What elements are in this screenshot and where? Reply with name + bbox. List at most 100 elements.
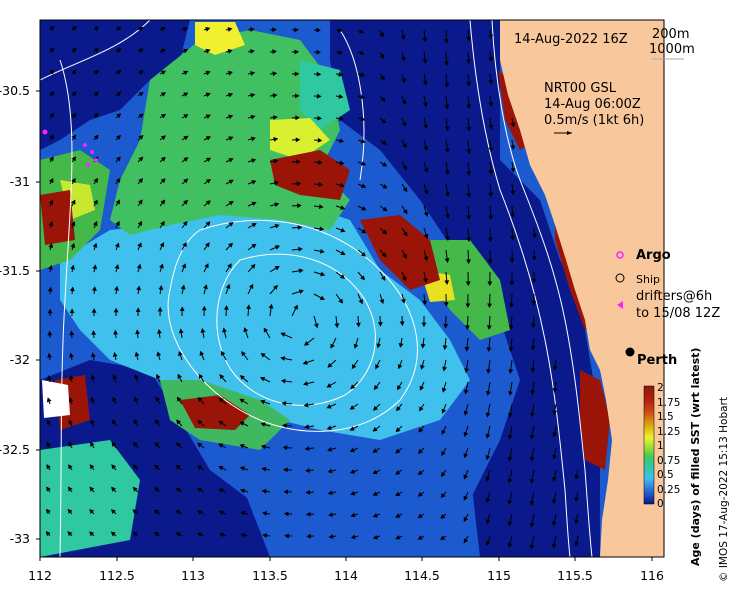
current-vector-head xyxy=(531,278,537,284)
current-vector-head xyxy=(159,263,164,269)
current-vector-head xyxy=(115,156,121,162)
current-vector-head xyxy=(246,304,251,310)
current-vector-head xyxy=(317,137,323,143)
current-vector-head xyxy=(94,26,100,31)
current-vector-head xyxy=(444,148,450,154)
current-vector-head xyxy=(46,441,52,447)
drifters-legend-line1: drifters@6h xyxy=(636,289,712,304)
current-vector-head xyxy=(507,521,513,527)
current-vector-head xyxy=(136,263,142,269)
current-vector-head xyxy=(552,365,558,371)
current-vector-head xyxy=(69,352,74,358)
current-vector-head xyxy=(338,298,343,304)
current-vector-head xyxy=(529,434,535,440)
current-vector-head xyxy=(181,263,187,269)
contour-200m xyxy=(491,20,593,557)
current-vector-head xyxy=(218,510,224,516)
current-vector-head xyxy=(444,104,450,110)
current-vector-head xyxy=(160,156,166,162)
current-vector-head xyxy=(114,242,120,248)
current-vector-head xyxy=(205,92,211,98)
current-vector-head xyxy=(92,286,97,292)
current-vector-head xyxy=(294,27,299,33)
current-vector-head xyxy=(326,383,332,388)
current-vector-head xyxy=(359,50,365,56)
current-vector-head xyxy=(273,180,279,186)
current-vector-head xyxy=(466,215,472,221)
current-vector-head xyxy=(48,177,54,184)
current-vector-head xyxy=(485,519,491,525)
current-vector-head xyxy=(205,200,211,206)
current-vector-head xyxy=(422,59,428,64)
current-vector-head xyxy=(111,486,116,492)
current-vector-head xyxy=(305,489,311,495)
current-vector-head xyxy=(298,289,304,294)
current-vector-head xyxy=(382,206,388,212)
current-vector-head xyxy=(138,48,144,54)
current-vector-head xyxy=(340,227,346,233)
sst-teal-patch xyxy=(300,60,350,130)
current-vector-head xyxy=(284,533,289,539)
current-vector-head xyxy=(440,471,446,477)
current-vector-head xyxy=(375,364,380,370)
current-vector-head xyxy=(531,301,537,306)
current-vector-head xyxy=(197,510,203,515)
current-vector-head xyxy=(395,535,401,540)
current-vector-head xyxy=(197,396,203,402)
current-vector-head xyxy=(507,542,513,548)
current-vector-head xyxy=(319,248,325,254)
current-vector-head xyxy=(283,467,288,473)
current-vector-head xyxy=(508,369,514,374)
current-vector-head xyxy=(401,56,406,62)
current-vector-head xyxy=(574,541,579,547)
current-vector-head xyxy=(160,220,165,226)
current-vector-head xyxy=(509,303,515,309)
current-vector-head xyxy=(529,500,535,506)
current-vector-head xyxy=(552,432,558,438)
current-vector-head xyxy=(69,308,75,314)
colorbar-label: 0 xyxy=(657,498,664,510)
current-vector-head xyxy=(157,328,162,334)
current-vector-head xyxy=(70,242,76,248)
current-vector-head xyxy=(420,364,425,370)
current-vector-head xyxy=(274,223,280,229)
y-tick-label: -31.5 xyxy=(0,263,30,278)
current-vector-head xyxy=(399,321,405,327)
drifter-legend-marker xyxy=(617,301,623,309)
current-vector-head xyxy=(419,406,424,412)
current-vector-head xyxy=(465,303,471,309)
current-vector-head xyxy=(93,91,99,97)
sst-red-west xyxy=(40,190,75,245)
current-vector-head xyxy=(49,91,55,97)
current-vector-head xyxy=(272,115,278,120)
current-vector-head xyxy=(442,345,448,351)
current-vector-head xyxy=(223,305,229,310)
current-vector-head xyxy=(316,49,322,55)
current-vector-head xyxy=(304,446,310,451)
argo-float xyxy=(42,129,48,135)
current-vector-head xyxy=(381,118,387,124)
current-vector-head xyxy=(320,271,326,277)
current-vector-head xyxy=(417,470,423,476)
current-vector-head xyxy=(178,328,184,334)
current-vector-head xyxy=(338,94,344,99)
map-field xyxy=(40,20,664,557)
x-tick-label: 112 xyxy=(28,568,52,583)
current-vector-head xyxy=(529,456,535,462)
current-vector-head xyxy=(529,478,535,484)
current-vector-head xyxy=(262,533,268,538)
x-tick-label: 114 xyxy=(334,568,358,583)
current-vector-head xyxy=(423,211,429,217)
nrt-time-label: 14-Aug 06:00Z xyxy=(544,97,641,112)
current-vector-head xyxy=(303,381,309,386)
current-vector-head xyxy=(182,26,189,32)
current-vector-head xyxy=(159,242,165,248)
current-vector-head xyxy=(241,351,246,357)
current-vector-head xyxy=(183,157,189,162)
current-vector-head xyxy=(463,453,469,459)
current-vector-head xyxy=(251,201,257,207)
current-vector-head xyxy=(175,532,181,537)
current-vector-head xyxy=(47,286,53,292)
current-vector-head xyxy=(227,92,234,98)
current-vector-head xyxy=(90,374,96,380)
